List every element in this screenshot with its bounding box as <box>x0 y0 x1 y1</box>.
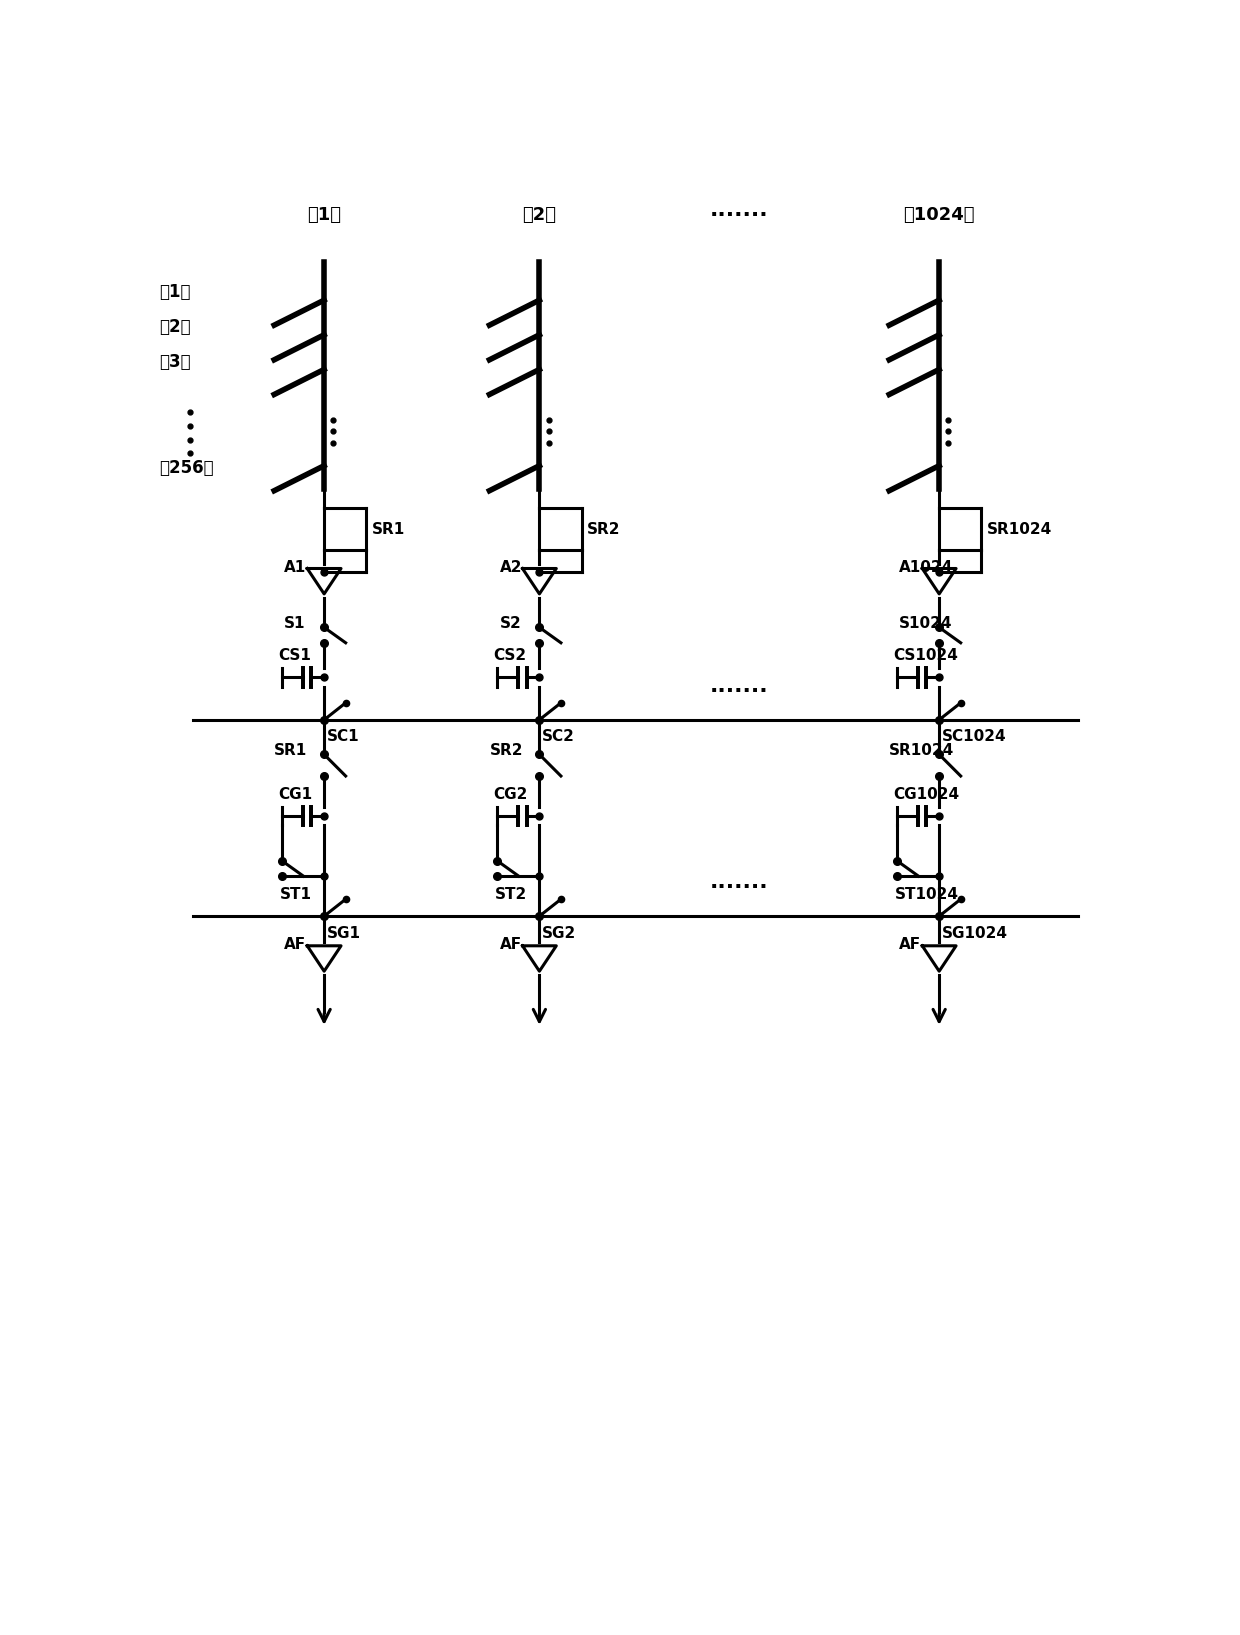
Text: 第1列: 第1列 <box>308 206 341 224</box>
Text: ST1024: ST1024 <box>894 888 959 903</box>
Text: SG1024: SG1024 <box>941 925 1007 940</box>
Text: CG2: CG2 <box>494 786 528 803</box>
Text: SG2: SG2 <box>542 925 575 940</box>
Text: AF: AF <box>500 937 522 952</box>
Text: SR1: SR1 <box>372 522 405 536</box>
Text: ·······: ······· <box>711 206 769 226</box>
Text: CG1024: CG1024 <box>893 786 960 803</box>
Text: CS2: CS2 <box>494 649 527 664</box>
Text: SR1: SR1 <box>274 742 308 759</box>
Text: A1024: A1024 <box>899 559 954 576</box>
Text: ·······: ······· <box>711 680 769 700</box>
Text: SG1: SG1 <box>326 925 361 940</box>
Text: 第1024列: 第1024列 <box>904 206 975 224</box>
Text: CS1: CS1 <box>278 649 311 664</box>
Text: S1024: S1024 <box>899 616 952 631</box>
Text: AF: AF <box>284 937 306 952</box>
Text: ST2: ST2 <box>495 888 527 903</box>
Text: AF: AF <box>899 937 921 952</box>
Text: ST1: ST1 <box>279 888 311 903</box>
Text: SC2: SC2 <box>542 729 574 744</box>
Text: SR1024: SR1024 <box>987 522 1052 536</box>
Text: 第2行: 第2行 <box>159 319 191 337</box>
Text: CG1: CG1 <box>278 786 312 803</box>
Text: A2: A2 <box>500 559 522 576</box>
Text: ·······: ······· <box>711 876 769 898</box>
Text: S1: S1 <box>284 616 305 631</box>
Text: 第3行: 第3行 <box>159 353 191 371</box>
Text: 第256行: 第256行 <box>159 459 213 477</box>
Text: SC1: SC1 <box>326 729 360 744</box>
Text: SC1024: SC1024 <box>941 729 1006 744</box>
Text: 第2列: 第2列 <box>522 206 557 224</box>
Text: A1: A1 <box>284 559 306 576</box>
Text: SR2: SR2 <box>587 522 620 536</box>
Text: CS1024: CS1024 <box>893 649 959 664</box>
Text: SR1024: SR1024 <box>889 742 955 759</box>
Text: S2: S2 <box>500 616 521 631</box>
Text: 第1行: 第1行 <box>159 283 191 301</box>
Text: SR2: SR2 <box>490 742 523 759</box>
